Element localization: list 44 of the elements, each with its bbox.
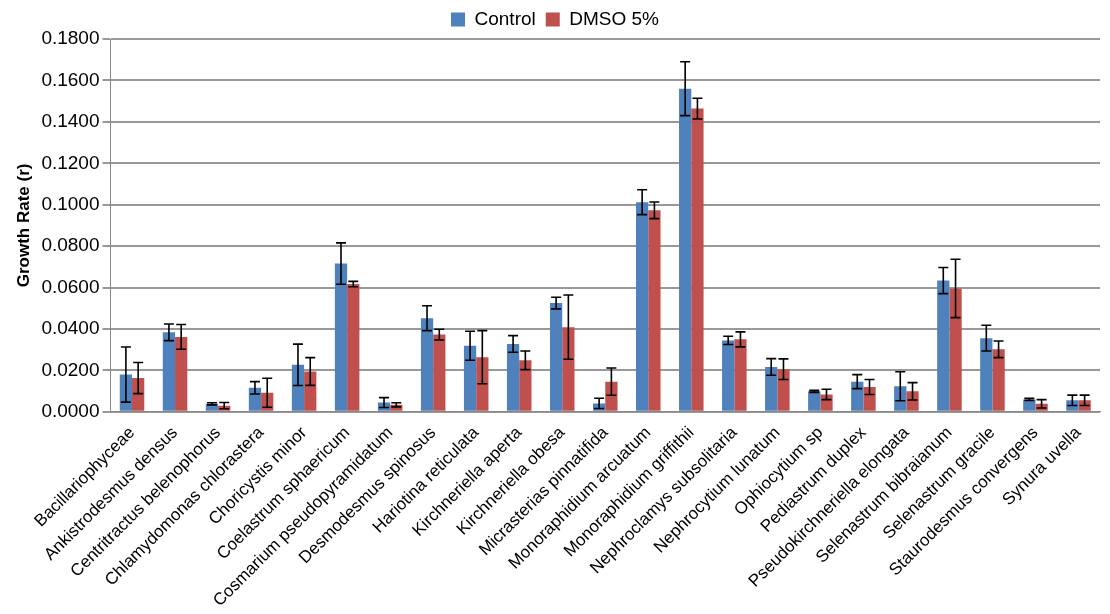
bar bbox=[1023, 399, 1036, 411]
y-axis-title: Growth Rate (r) bbox=[13, 163, 33, 288]
bar bbox=[679, 88, 692, 411]
y-tick-label: 0.1600 bbox=[41, 68, 100, 90]
legend-label: DMSO 5% bbox=[569, 7, 660, 29]
bar bbox=[777, 369, 790, 411]
bar bbox=[765, 366, 778, 411]
bar bbox=[851, 381, 864, 411]
y-tick-label: 0.1400 bbox=[41, 110, 100, 132]
y-tick-label: 0.0400 bbox=[41, 317, 100, 339]
bar bbox=[175, 336, 188, 411]
bar bbox=[937, 280, 950, 411]
y-tick-label: 0.1000 bbox=[41, 192, 100, 214]
bar bbox=[476, 357, 489, 411]
bar bbox=[334, 263, 348, 411]
bar bbox=[949, 288, 962, 411]
bar bbox=[992, 349, 1005, 411]
bar bbox=[433, 334, 446, 411]
bar bbox=[980, 338, 993, 411]
y-tick-label: 0.1800 bbox=[41, 27, 100, 49]
y-tick-label: 0.0600 bbox=[41, 275, 100, 297]
bar bbox=[808, 391, 821, 411]
legend-label: Control bbox=[474, 7, 536, 29]
bar bbox=[420, 318, 434, 411]
bar bbox=[347, 284, 360, 411]
y-tick-label: 0.0000 bbox=[41, 400, 100, 422]
bar bbox=[648, 210, 661, 411]
y-tick-label: 0.0800 bbox=[41, 234, 100, 256]
bar bbox=[562, 327, 575, 411]
bar bbox=[304, 371, 317, 411]
bar bbox=[820, 394, 833, 411]
bar bbox=[519, 360, 532, 411]
bar bbox=[863, 387, 876, 411]
bar bbox=[691, 108, 704, 411]
bar bbox=[636, 202, 649, 411]
bar bbox=[605, 381, 618, 411]
bar bbox=[734, 339, 747, 411]
bar bbox=[722, 340, 735, 411]
y-tick-label: 0.0200 bbox=[41, 358, 100, 380]
y-tick-label: 0.1200 bbox=[41, 151, 100, 173]
bar bbox=[463, 345, 477, 411]
bar bbox=[549, 303, 563, 411]
bar bbox=[162, 332, 176, 411]
bar bbox=[506, 343, 520, 411]
